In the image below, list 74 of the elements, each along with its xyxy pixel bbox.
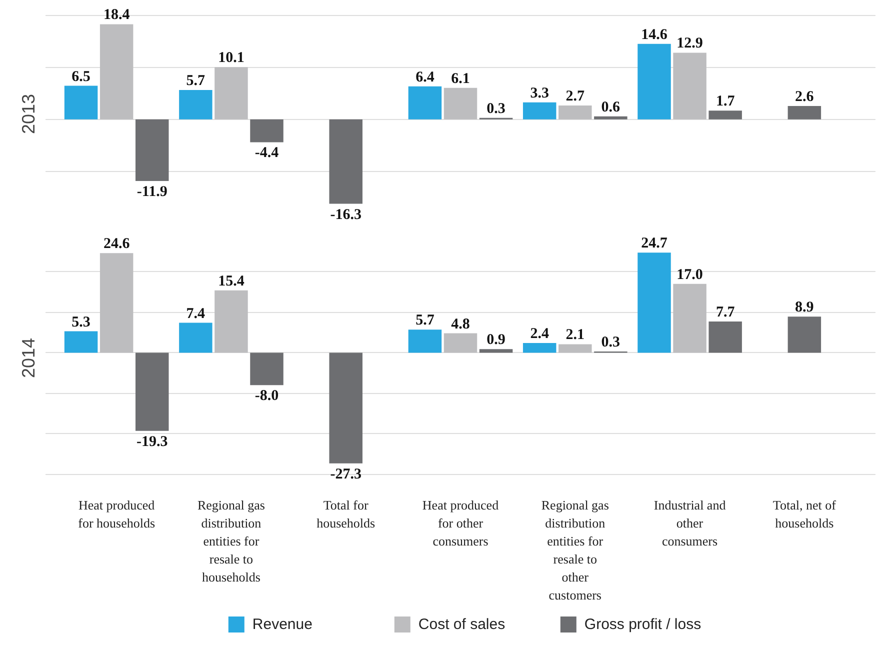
bar bbox=[479, 349, 513, 353]
data-label: 12.9 bbox=[676, 36, 703, 52]
data-label: 0.3 bbox=[601, 334, 620, 351]
bar bbox=[638, 44, 671, 120]
data-label: 2.1 bbox=[566, 327, 585, 344]
data-label: 2.7 bbox=[566, 88, 586, 104]
x-tick-label: Total for households bbox=[316, 498, 376, 530]
data-label: 8.9 bbox=[795, 300, 814, 316]
data-label: -27.3 bbox=[330, 466, 362, 482]
bar bbox=[522, 343, 556, 353]
bar bbox=[214, 290, 248, 353]
bar bbox=[673, 284, 706, 353]
data-label: 0.6 bbox=[601, 99, 621, 116]
bar bbox=[250, 119, 284, 142]
x-tick-label: Heat produced for households bbox=[78, 498, 156, 530]
data-label: 6.4 bbox=[416, 69, 435, 86]
legend-label: Revenue bbox=[252, 616, 312, 633]
data-label: 6.5 bbox=[72, 68, 90, 85]
data-label: 24.7 bbox=[641, 236, 668, 252]
bar bbox=[250, 352, 284, 386]
data-label: 2.6 bbox=[795, 88, 814, 105]
data-label: -11.9 bbox=[136, 184, 168, 200]
data-label: -16.3 bbox=[330, 206, 362, 223]
bar bbox=[179, 90, 212, 120]
bar bbox=[444, 88, 478, 120]
bar bbox=[214, 67, 248, 120]
data-label: 4.8 bbox=[451, 316, 470, 332]
bar bbox=[100, 253, 134, 353]
x-tick-label: Industrial and other consumers bbox=[654, 498, 726, 548]
bar bbox=[708, 110, 742, 120]
y-axis-title: 2013 bbox=[18, 94, 38, 134]
x-tick-label: Total, net of households bbox=[772, 498, 837, 530]
data-label: -8.0 bbox=[254, 388, 279, 404]
data-label: 1.7 bbox=[716, 94, 736, 110]
data-label: 10.1 bbox=[218, 50, 244, 66]
data-label: 14.6 bbox=[641, 26, 668, 43]
data-label: 5.7 bbox=[186, 72, 206, 89]
bar bbox=[673, 52, 706, 120]
data-label: 24.6 bbox=[103, 236, 130, 252]
data-label: 7.7 bbox=[716, 304, 736, 321]
bar bbox=[64, 86, 98, 120]
legend-label: Gross profit / loss bbox=[584, 616, 702, 633]
bar bbox=[522, 102, 556, 120]
data-label: 17.0 bbox=[676, 266, 703, 283]
x-tick-label: Heat produced for other consumers bbox=[422, 498, 500, 548]
data-label: 6.1 bbox=[451, 70, 470, 87]
data-label: 18.4 bbox=[103, 7, 130, 24]
bar bbox=[64, 331, 98, 353]
data-label: 0.9 bbox=[486, 332, 506, 348]
x-tick-label: Regional gas distribution entities for resale to other customers bbox=[541, 498, 609, 602]
x-tick-label: Regional gas distribution entities for resale to households bbox=[197, 498, 265, 584]
data-label: 15.4 bbox=[218, 273, 245, 290]
bar bbox=[135, 119, 169, 181]
bar bbox=[135, 352, 169, 431]
bar bbox=[638, 252, 671, 353]
data-label: 5.3 bbox=[72, 314, 90, 330]
bar bbox=[594, 116, 628, 120]
y-axis-title: 2014 bbox=[18, 338, 38, 378]
data-label: 3.3 bbox=[530, 85, 549, 102]
bar bbox=[408, 86, 442, 120]
legend-label: Cost of sales bbox=[418, 616, 506, 633]
data-label: 0.3 bbox=[486, 100, 506, 117]
bar bbox=[558, 344, 592, 353]
bar bbox=[444, 333, 478, 353]
data-label: 2.4 bbox=[530, 326, 550, 342]
bar bbox=[558, 105, 592, 120]
data-label: 5.7 bbox=[416, 312, 435, 329]
data-label: -19.3 bbox=[136, 434, 168, 450]
bar bbox=[179, 322, 212, 353]
bar bbox=[100, 24, 134, 120]
bar bbox=[708, 322, 742, 353]
data-label: 7.4 bbox=[186, 306, 206, 322]
data-label: -4.4 bbox=[254, 145, 280, 162]
bar bbox=[408, 330, 442, 353]
